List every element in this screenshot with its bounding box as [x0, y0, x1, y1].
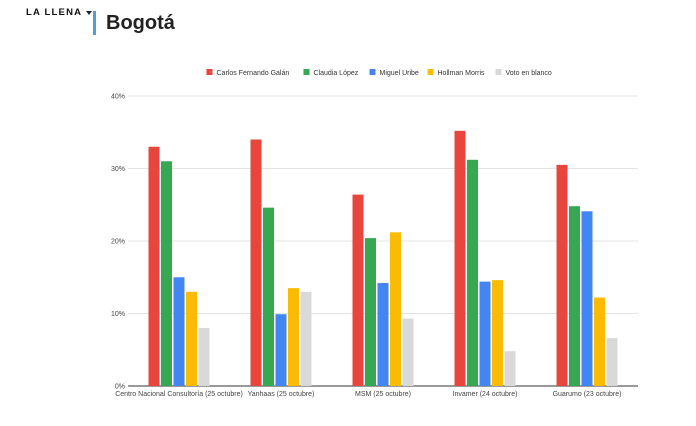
- legend-swatch: [495, 69, 502, 75]
- y-tick-label: 40%: [111, 94, 125, 101]
- bar: [402, 318, 414, 386]
- caret-down-icon: [86, 11, 93, 15]
- bar: [504, 351, 516, 386]
- y-tick-label: 0%: [115, 384, 125, 391]
- bar: [606, 338, 618, 386]
- bar: [161, 161, 172, 386]
- bar: [288, 288, 299, 386]
- legend-label: Hollman Morris: [438, 70, 486, 77]
- bar: [263, 207, 274, 386]
- x-tick-label: Yanhaas (25 octubre): [248, 391, 315, 398]
- x-tick-label: MSM (25 octubre): [355, 391, 411, 398]
- x-tick-label: Guarumo (23 octubre): [553, 391, 622, 398]
- legend-swatch: [303, 69, 310, 75]
- bar: [594, 297, 605, 386]
- bar: [390, 232, 401, 386]
- x-tick-label: Centro Nacional Consultoría (25 octubre): [115, 391, 243, 398]
- y-tick-label: 20%: [111, 239, 125, 246]
- title-accent-bar: [93, 11, 96, 35]
- bar: [250, 139, 262, 386]
- bar: [377, 283, 389, 386]
- legend-label: Voto en blanco: [506, 70, 552, 77]
- bar: [479, 281, 491, 386]
- legend-swatch: [369, 69, 376, 75]
- bar: [148, 146, 160, 386]
- bar: [467, 159, 478, 386]
- legend-label: Miguel Uribe: [380, 70, 419, 77]
- bar: [173, 277, 185, 386]
- bar: [186, 291, 197, 386]
- bar: [581, 211, 593, 386]
- legend-swatch: [427, 69, 434, 75]
- brand-label: LA LLENA: [26, 7, 83, 18]
- y-tick-label: 30%: [111, 166, 125, 173]
- bar: [275, 314, 287, 386]
- y-tick-label: 10%: [111, 311, 125, 318]
- legend-swatch: [206, 69, 213, 75]
- brand-menu[interactable]: LA LLENA: [26, 7, 93, 18]
- bar: [352, 194, 364, 386]
- bar: [198, 328, 210, 386]
- page-title: Bogotá: [106, 12, 175, 34]
- bar: [300, 291, 312, 386]
- legend-label: Claudia López: [314, 70, 359, 77]
- bar: [492, 280, 503, 386]
- bar: [365, 238, 376, 386]
- x-tick-label: Invamer (24 octubre): [453, 391, 518, 398]
- bar: [569, 206, 580, 386]
- bar: [556, 164, 568, 386]
- legend-label: Carlos Fernando Galán: [217, 70, 290, 77]
- bar: [454, 130, 466, 386]
